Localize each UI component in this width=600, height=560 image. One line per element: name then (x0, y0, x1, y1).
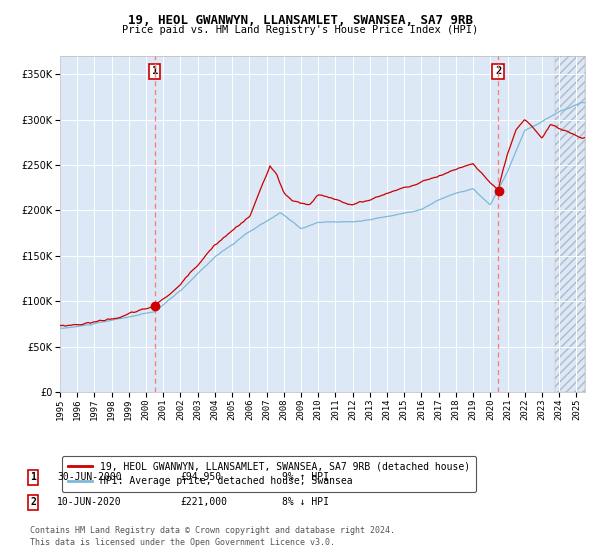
Text: 2: 2 (495, 66, 501, 76)
Text: £221,000: £221,000 (180, 497, 227, 507)
Text: 10-JUN-2020: 10-JUN-2020 (57, 497, 122, 507)
Legend: 19, HEOL GWANWYN, LLANSAMLET, SWANSEA, SA7 9RB (detached house), HPI: Average pr: 19, HEOL GWANWYN, LLANSAMLET, SWANSEA, S… (62, 456, 476, 492)
Text: 1: 1 (152, 66, 158, 76)
Text: Contains HM Land Registry data © Crown copyright and database right 2024.: Contains HM Land Registry data © Crown c… (30, 526, 395, 535)
Text: 2: 2 (30, 497, 36, 507)
Text: 30-JUN-2000: 30-JUN-2000 (57, 472, 122, 482)
Text: £94,950: £94,950 (180, 472, 221, 482)
Text: 8% ↓ HPI: 8% ↓ HPI (282, 497, 329, 507)
Text: 19, HEOL GWANWYN, LLANSAMLET, SWANSEA, SA7 9RB: 19, HEOL GWANWYN, LLANSAMLET, SWANSEA, S… (128, 14, 473, 27)
Text: This data is licensed under the Open Government Licence v3.0.: This data is licensed under the Open Gov… (30, 538, 335, 547)
Text: Price paid vs. HM Land Registry's House Price Index (HPI): Price paid vs. HM Land Registry's House … (122, 25, 478, 35)
Text: 9% ↑ HPI: 9% ↑ HPI (282, 472, 329, 482)
Text: 1: 1 (30, 472, 36, 482)
